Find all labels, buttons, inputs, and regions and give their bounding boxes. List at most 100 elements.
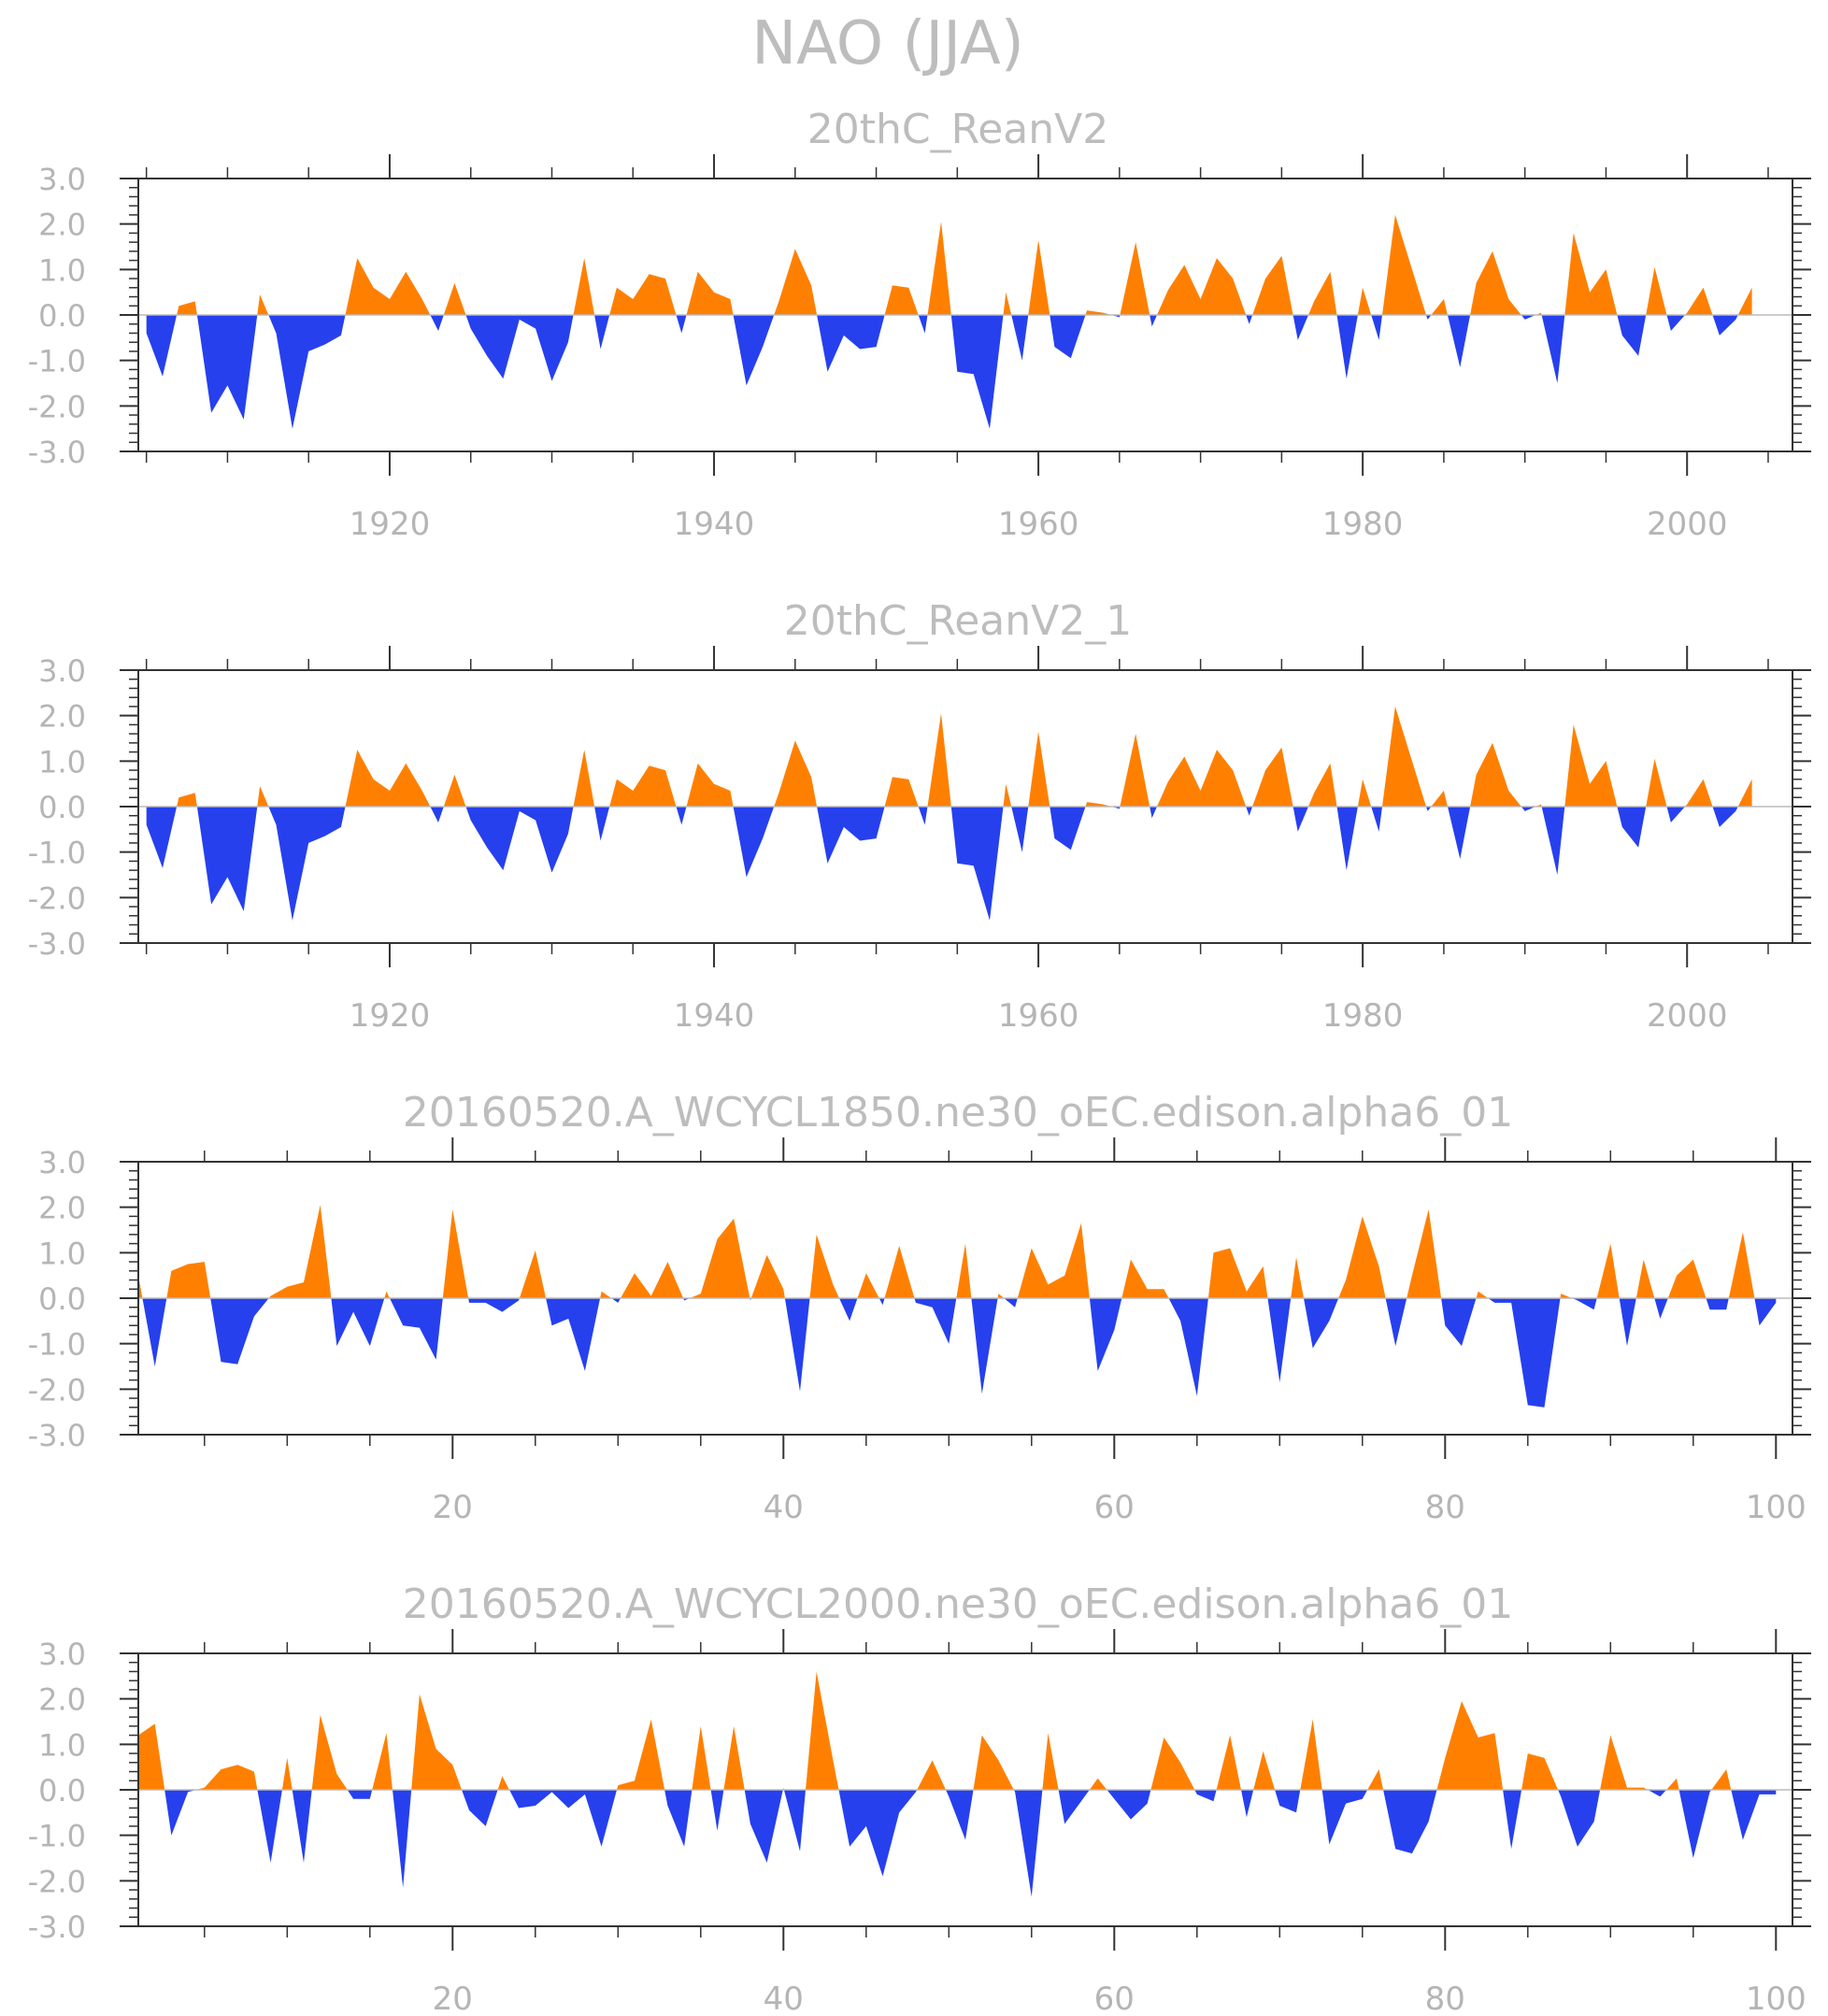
y-tick-label: 2.0 — [38, 1682, 86, 1718]
positive-area — [1476, 1291, 1489, 1298]
positive-area — [1737, 779, 1752, 807]
positive-area — [177, 301, 197, 315]
negative-area — [1712, 807, 1738, 827]
positive-area — [1431, 791, 1448, 807]
negative-area — [1617, 315, 1647, 356]
positive-area — [1308, 763, 1337, 807]
x-tick-label: 60 — [1094, 1489, 1135, 1526]
positive-area — [997, 1294, 1005, 1298]
positive-area — [519, 1250, 547, 1298]
positive-area — [372, 1733, 393, 1790]
positive-area — [177, 793, 197, 807]
positive-area — [1685, 287, 1713, 315]
x-tick-label: 1920 — [350, 997, 431, 1035]
positive-area — [1728, 1232, 1755, 1298]
positive-area — [1291, 1257, 1304, 1298]
negative-area — [146, 315, 178, 377]
negative-area — [838, 1790, 918, 1877]
negative-area — [1050, 807, 1086, 851]
negative-area — [594, 315, 610, 350]
positive-area — [1666, 1778, 1679, 1790]
positive-area — [1560, 1294, 1572, 1298]
positive-area — [1357, 779, 1372, 807]
x-tick-label: 2000 — [1647, 506, 1728, 543]
positive-area — [621, 1262, 684, 1298]
positive-area — [411, 1694, 462, 1790]
positive-area — [384, 1291, 390, 1298]
positive-area — [1646, 266, 1667, 315]
negative-area — [1241, 1790, 1254, 1818]
positive-area — [1338, 1216, 1386, 1298]
positive-area — [1367, 1769, 1384, 1790]
x-tick-label: 1960 — [998, 506, 1079, 543]
x-tick-label: 1940 — [674, 506, 755, 543]
negative-area — [1706, 1298, 1729, 1310]
negative-area — [710, 1790, 724, 1831]
negative-area — [146, 807, 178, 868]
positive-area — [1003, 783, 1012, 807]
negative-area — [594, 807, 610, 841]
positive-area — [1252, 747, 1293, 807]
negative-area — [196, 315, 258, 420]
positive-area — [774, 740, 818, 807]
negative-area — [268, 807, 346, 921]
negative-area — [1448, 807, 1471, 859]
panel-20thc-reanv2-1: 20thC_ReanV2_1 -3.0 -2.0 -1.0 0.0 1.0 2.0 3.0 1… — [28, 597, 1811, 1035]
negative-area — [462, 1790, 498, 1826]
negative-area — [1488, 1298, 1561, 1408]
positive-area — [917, 1760, 946, 1790]
negative-area — [1168, 1298, 1208, 1396]
negative-area — [784, 1298, 810, 1392]
negative-area — [1292, 807, 1308, 832]
positive-area — [1737, 287, 1752, 315]
positive-area — [1085, 310, 1112, 315]
panel-wcycl2000: 20160520.A_WCYCL2000.ne30_oEC.edison.alp… — [28, 1580, 1811, 2016]
negative-area — [1426, 315, 1432, 320]
y-tick-label: 2.0 — [38, 1191, 86, 1226]
positive-area — [1711, 1769, 1732, 1790]
panel-title: 20thC_ReanV2_1 — [784, 597, 1132, 645]
positive-area — [1042, 1733, 1059, 1790]
negative-area — [918, 315, 928, 334]
positive-area — [281, 1757, 293, 1790]
panel-wcycl1850: 20160520.A_WCYCL1850.ne30_oEC.edison.alp… — [28, 1089, 1811, 1526]
negative-area — [1754, 1298, 1777, 1326]
negative-area — [914, 1298, 957, 1344]
positive-area — [1252, 255, 1293, 315]
negative-area — [817, 315, 885, 372]
positive-area — [956, 1243, 972, 1298]
negative-area — [1521, 315, 1536, 320]
negative-area — [210, 1298, 269, 1365]
positive-area — [884, 1246, 915, 1298]
positive-area — [1564, 724, 1618, 807]
negative-area — [1648, 1790, 1666, 1797]
positive-area — [268, 1205, 332, 1298]
positive-area — [1521, 1753, 1559, 1790]
y-tick-label: -2.0 — [28, 1864, 86, 1899]
negative-area — [1617, 807, 1647, 848]
y-tick-label: 1.0 — [38, 1236, 86, 1271]
positive-area — [1121, 1259, 1169, 1298]
panel-title: 20160520.A_WCYCL2000.ne30_oEC.edison.alp… — [403, 1580, 1513, 1628]
positive-area — [609, 274, 677, 315]
positive-area — [723, 1725, 745, 1790]
positive-area — [257, 294, 269, 315]
negative-area — [1383, 1790, 1437, 1854]
x-tick-label: 40 — [764, 1980, 804, 2016]
negative-area — [1712, 315, 1738, 336]
negative-area — [1267, 1298, 1292, 1382]
negative-area — [733, 315, 775, 386]
y-tick-label: 3.0 — [38, 653, 86, 689]
negative-area — [950, 807, 1004, 921]
negative-area — [1336, 807, 1358, 871]
negative-area — [676, 807, 687, 825]
negative-area — [1541, 807, 1565, 875]
negative-area — [1275, 1790, 1301, 1813]
y-tick-label: -3.0 — [28, 1909, 86, 1945]
positive-area — [809, 1234, 839, 1298]
positive-area — [1635, 1259, 1655, 1298]
y-tick-label: -1.0 — [28, 836, 86, 871]
positive-area — [1089, 1778, 1107, 1790]
positive-area — [1253, 1751, 1276, 1790]
